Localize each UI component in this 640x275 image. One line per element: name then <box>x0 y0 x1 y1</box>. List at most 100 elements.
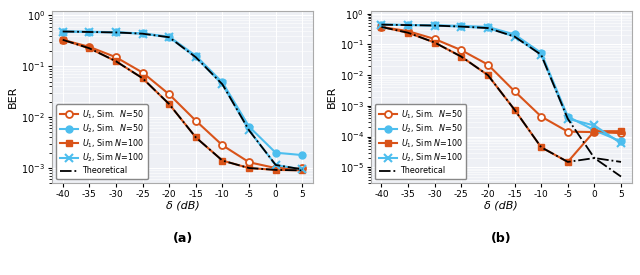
$U_1$, Sim.  $N$=50 <box>484 63 492 66</box>
Theoretical <box>272 168 280 172</box>
$U_1$, Sim $N$=100 <box>165 103 173 106</box>
$U_2$, Sim.  $N$=50 <box>245 125 253 128</box>
$U_1$, Sim.  $N$=50 <box>458 48 465 52</box>
$U_1$, Sim.  $N$=50 <box>404 29 412 33</box>
$U_1$, Sim.  $N$=50 <box>378 25 385 29</box>
$U_2$, Sim $N$=100 <box>86 30 93 34</box>
$U_1$, Sim $N$=100 <box>591 130 598 133</box>
$U_2$, Sim.  $N$=50 <box>86 30 93 33</box>
Theoretical <box>245 166 253 170</box>
Line: Theoretical: Theoretical <box>63 40 302 170</box>
$U_2$, Sim $N$=100 <box>245 129 253 132</box>
$U_1$, Sim $N$=100 <box>431 41 438 44</box>
$U_1$, Sim.  $N$=50 <box>591 130 598 134</box>
$U_2$, Sim $N$=100 <box>617 142 625 145</box>
Theoretical <box>165 103 173 106</box>
$U_2$, Sim.  $N$=50 <box>484 25 492 29</box>
Theoretical <box>538 145 545 149</box>
$U_1$, Sim $N$=100 <box>564 160 572 164</box>
Legend: $U_1$, Sim.  $N$=50, $U_2$, Sim.  $N$=50, $U_1$, Sim $N$=100, $U_2$, Sim $N$=100: $U_1$, Sim. $N$=50, $U_2$, Sim. $N$=50, … <box>375 104 467 179</box>
$U_2$, Sim $N$=100 <box>219 83 227 86</box>
$U_1$, Sim $N$=100 <box>192 136 200 139</box>
$U_2$, Sim $N$=100 <box>165 35 173 39</box>
$U_2$, Sim $N$=100 <box>192 56 200 59</box>
$U_1$, Sim.  $N$=50 <box>59 38 67 42</box>
$U_1$, Sim.  $N$=50 <box>298 167 306 170</box>
$U_2$, Sim.  $N$=50 <box>298 153 306 157</box>
$U_1$, Sim.  $N$=50 <box>564 130 572 133</box>
$U_1$, Sim $N$=100 <box>272 168 280 172</box>
$U_2$, Sim.  $N$=50 <box>378 23 385 26</box>
$U_2$, Sim.  $N$=50 <box>59 30 67 33</box>
$U_2$, Sim.  $N$=50 <box>219 81 227 84</box>
$U_1$, Sim.  $N$=50 <box>139 71 147 74</box>
Theoretical <box>112 60 120 63</box>
$U_1$, Sim $N$=100 <box>59 38 67 42</box>
$U_2$, Sim $N$=100 <box>564 117 572 120</box>
Y-axis label: BER: BER <box>8 86 19 109</box>
Theoretical <box>591 156 598 160</box>
$U_2$, Sim $N$=100 <box>458 25 465 28</box>
$U_2$, Sim.  $N$=50 <box>431 24 438 27</box>
$U_1$, Sim $N$=100 <box>484 73 492 77</box>
$U_2$, Sim $N$=100 <box>298 168 306 171</box>
Theoretical <box>219 159 227 162</box>
$U_1$, Sim $N$=100 <box>245 166 253 170</box>
Theoretical <box>404 31 412 34</box>
Theoretical <box>139 77 147 80</box>
Theoretical <box>378 25 385 29</box>
X-axis label: δ (dB): δ (dB) <box>166 201 200 211</box>
Legend: $U_1$, Sim.  $N$=50, $U_2$, Sim.  $N$=50, $U_1$, Sim $N$=100, $U_2$, Sim $N$=100: $U_1$, Sim. $N$=50, $U_2$, Sim. $N$=50, … <box>56 104 148 179</box>
$U_2$, Sim.  $N$=50 <box>458 24 465 28</box>
$U_2$, Sim.  $N$=50 <box>564 115 572 118</box>
$U_1$, Sim $N$=100 <box>458 55 465 58</box>
$U_2$, Sim $N$=100 <box>59 30 67 33</box>
$U_2$, Sim.  $N$=50 <box>511 33 518 36</box>
Line: $U_2$, Sim.  $N$=50: $U_2$, Sim. $N$=50 <box>378 21 625 145</box>
Line: $U_2$, Sim $N$=100: $U_2$, Sim $N$=100 <box>59 28 306 173</box>
$U_1$, Sim.  $N$=50 <box>192 119 200 122</box>
$U_2$, Sim.  $N$=50 <box>139 32 147 35</box>
Theoretical <box>431 41 438 44</box>
$U_2$, Sim $N$=100 <box>404 23 412 27</box>
$U_1$, Sim.  $N$=50 <box>219 144 227 147</box>
$U_2$, Sim.  $N$=50 <box>617 140 625 143</box>
X-axis label: δ (dB): δ (dB) <box>484 201 518 211</box>
$U_2$, Sim $N$=100 <box>538 53 545 56</box>
Line: $U_1$, Sim $N$=100: $U_1$, Sim $N$=100 <box>60 37 305 174</box>
$U_2$, Sim $N$=100 <box>112 31 120 34</box>
Y-axis label: BER: BER <box>327 86 337 109</box>
Theoretical <box>192 136 200 139</box>
Line: $U_2$, Sim $N$=100: $U_2$, Sim $N$=100 <box>378 21 625 147</box>
$U_1$, Sim $N$=100 <box>511 108 518 111</box>
Theoretical <box>59 38 67 42</box>
Line: $U_1$, Sim.  $N$=50: $U_1$, Sim. $N$=50 <box>378 23 625 137</box>
Line: $U_1$, Sim $N$=100: $U_1$, Sim $N$=100 <box>378 24 624 165</box>
Text: (a): (a) <box>172 232 193 244</box>
$U_1$, Sim $N$=100 <box>538 145 545 149</box>
$U_1$, Sim $N$=100 <box>219 159 227 162</box>
$U_2$, Sim $N$=100 <box>511 35 518 38</box>
$U_2$, Sim.  $N$=50 <box>165 35 173 38</box>
$U_2$, Sim.  $N$=50 <box>404 23 412 27</box>
$U_1$, Sim $N$=100 <box>298 169 306 172</box>
$U_1$, Sim $N$=100 <box>617 130 625 133</box>
Line: $U_1$, Sim.  $N$=50: $U_1$, Sim. $N$=50 <box>60 36 306 172</box>
$U_2$, Sim.  $N$=50 <box>272 151 280 154</box>
Theoretical <box>564 160 572 164</box>
$U_2$, Sim.  $N$=50 <box>112 31 120 34</box>
$U_1$, Sim.  $N$=50 <box>245 161 253 164</box>
$U_2$, Sim $N$=100 <box>484 26 492 30</box>
Line: $U_2$, Sim.  $N$=50: $U_2$, Sim. $N$=50 <box>60 28 306 158</box>
$U_1$, Sim $N$=100 <box>112 60 120 63</box>
$U_1$, Sim.  $N$=50 <box>538 115 545 118</box>
Theoretical <box>458 55 465 58</box>
$U_2$, Sim.  $N$=50 <box>591 129 598 132</box>
$U_2$, Sim $N$=100 <box>272 163 280 167</box>
$U_1$, Sim $N$=100 <box>139 77 147 80</box>
Text: (b): (b) <box>491 232 511 244</box>
$U_2$, Sim $N$=100 <box>431 24 438 27</box>
$U_1$, Sim.  $N$=50 <box>431 37 438 41</box>
Theoretical <box>511 108 518 111</box>
$U_1$, Sim.  $N$=50 <box>272 166 280 170</box>
